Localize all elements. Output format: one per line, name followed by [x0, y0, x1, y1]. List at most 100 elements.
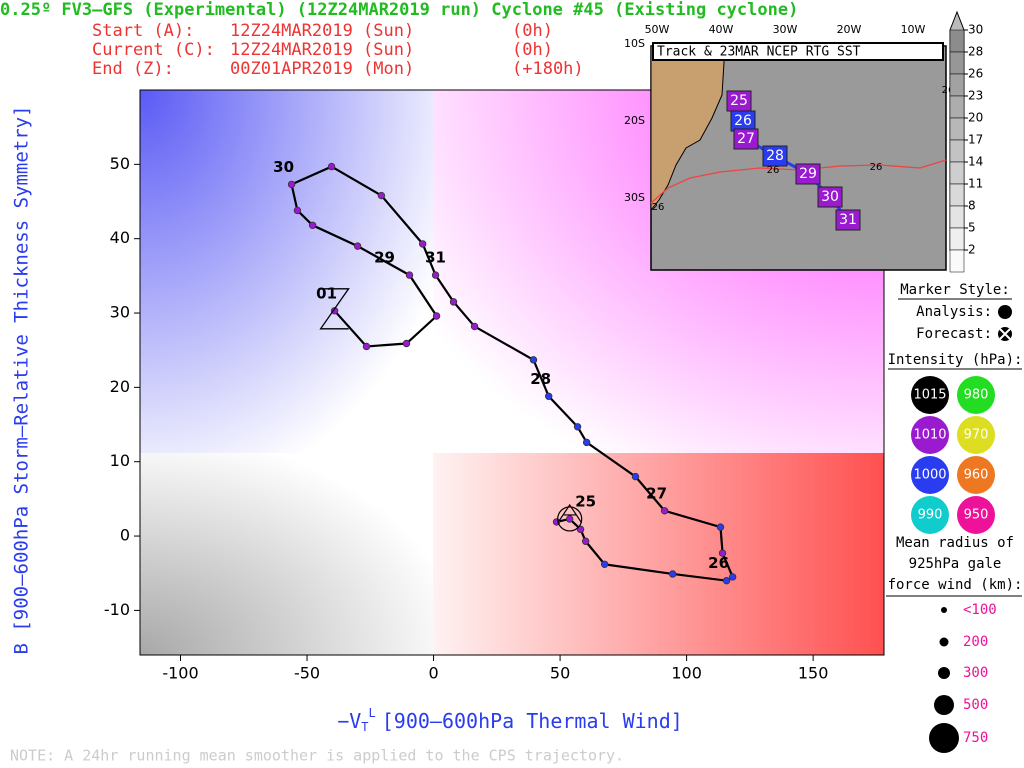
quadrant: [140, 90, 433, 453]
track-label: 27: [737, 131, 755, 147]
point: [432, 312, 441, 320]
inset-title: Track & 23MAR NCEP RTG SST: [657, 45, 861, 60]
point-label: 27: [646, 484, 667, 502]
colorbar-cell: [949, 139, 965, 163]
lon-label: 50W: [645, 23, 670, 36]
point: [600, 560, 609, 569]
colorbar-label: 20: [968, 111, 983, 125]
track-label: 30: [821, 189, 839, 205]
point: [402, 339, 411, 348]
point: [293, 206, 302, 215]
intensity-label: 1010: [913, 428, 946, 443]
point: [576, 525, 585, 534]
point: [431, 271, 440, 279]
colorbar-cell: [949, 249, 965, 273]
intensity-swatch: [911, 376, 949, 414]
point: [287, 180, 296, 189]
intensity-swatch: [911, 496, 949, 534]
point-label: 30: [273, 158, 294, 176]
point: [581, 537, 590, 545]
legend-title: Mean radius of: [896, 535, 1014, 551]
colorbar-cell: [949, 73, 965, 97]
intensity-label: 950: [964, 508, 989, 523]
point-label: 31: [425, 249, 446, 267]
track-label: 31: [839, 212, 857, 228]
legend-title: Marker Style:: [900, 282, 1010, 298]
x-label-sup: L: [369, 706, 376, 720]
colorbar-label: 26: [968, 67, 983, 81]
legend-symbol: [999, 328, 1011, 340]
track-box: [733, 128, 759, 150]
point: [449, 298, 458, 306]
radius-label: 300: [963, 665, 988, 681]
radius-label: 750: [963, 730, 988, 746]
y-tick-label: 30: [110, 303, 130, 322]
point: [544, 392, 553, 400]
legend-title: 925hPa gale: [909, 556, 1002, 572]
colorbar-cell: [949, 117, 965, 141]
quadrant: [140, 453, 433, 655]
radius-label: 500: [963, 697, 988, 713]
radius-swatch: [934, 695, 954, 715]
point: [716, 523, 725, 531]
radius-label: 200: [963, 634, 988, 650]
point-label: 01: [316, 284, 337, 302]
inset-map: Track & 23MAR NCEP RTG SST 50W 40W 30W 20W 10…: [624, 23, 955, 271]
colorbar-cell: [949, 227, 965, 251]
start-marker: [557, 503, 583, 524]
colorbar-label: 8: [968, 199, 976, 213]
intensity-swatch: [911, 416, 949, 454]
x-tick-label: 50: [550, 664, 570, 683]
point: [668, 570, 677, 578]
sst-label: 26: [942, 85, 955, 96]
intensity-label: 1000: [913, 468, 946, 483]
lon-label: 40W: [709, 23, 734, 36]
header-text: (+180h): [512, 59, 584, 79]
sst-label: 26: [870, 162, 883, 173]
point: [529, 356, 538, 364]
point: [565, 515, 574, 523]
point: [362, 342, 371, 351]
x-label-sub: T: [361, 720, 368, 734]
y-tick-label: 10: [110, 451, 130, 470]
header-text: 12Z24MAR2019 (Sun): [230, 21, 414, 41]
track-label: 28: [766, 148, 784, 164]
y-tick-label: 50: [110, 154, 130, 173]
header-text: End (Z):: [92, 59, 174, 79]
point-label: 25: [575, 492, 596, 510]
point: [405, 271, 414, 279]
intensity-label: 1015: [913, 388, 946, 403]
lon-label: 30W: [773, 23, 798, 36]
y-tick-label: 0: [120, 526, 130, 545]
colorbar-label: 28: [968, 45, 983, 59]
note: NOTE: A 24hr running mean smoother is ap…: [10, 747, 624, 765]
colorbar-cell: [949, 95, 965, 119]
point: [308, 221, 317, 230]
track-box: [817, 186, 843, 208]
x-tick-label: -100: [162, 664, 198, 683]
colorbar-label: 30: [968, 23, 983, 37]
radius-swatch: [929, 723, 959, 753]
x-tick-label: -50: [294, 664, 320, 683]
header-text: 12Z24MAR2019 (Sun): [230, 40, 414, 60]
intensity-swatch: [957, 376, 995, 414]
x-tick-label: 0: [428, 664, 438, 683]
x-tick-label: 150: [798, 664, 829, 683]
colorbar-label: 2: [968, 243, 976, 257]
colorbar-cell: [949, 29, 965, 53]
x-tick-label: 100: [671, 664, 702, 683]
header-text: Current (C):: [92, 40, 215, 60]
intensity-swatch: [911, 456, 949, 494]
sst-contour: [650, 159, 947, 204]
inset-title-box: [652, 42, 944, 61]
start-marker: [557, 506, 583, 532]
x-axis-label: −VTL [900–600hPa Thermal Wind]: [337, 706, 683, 734]
point: [573, 423, 582, 431]
quadrant: [433, 453, 884, 655]
point: [327, 162, 336, 171]
point: [660, 507, 669, 515]
track-label: 29: [799, 166, 817, 182]
point: [353, 242, 362, 250]
point: [582, 438, 591, 447]
